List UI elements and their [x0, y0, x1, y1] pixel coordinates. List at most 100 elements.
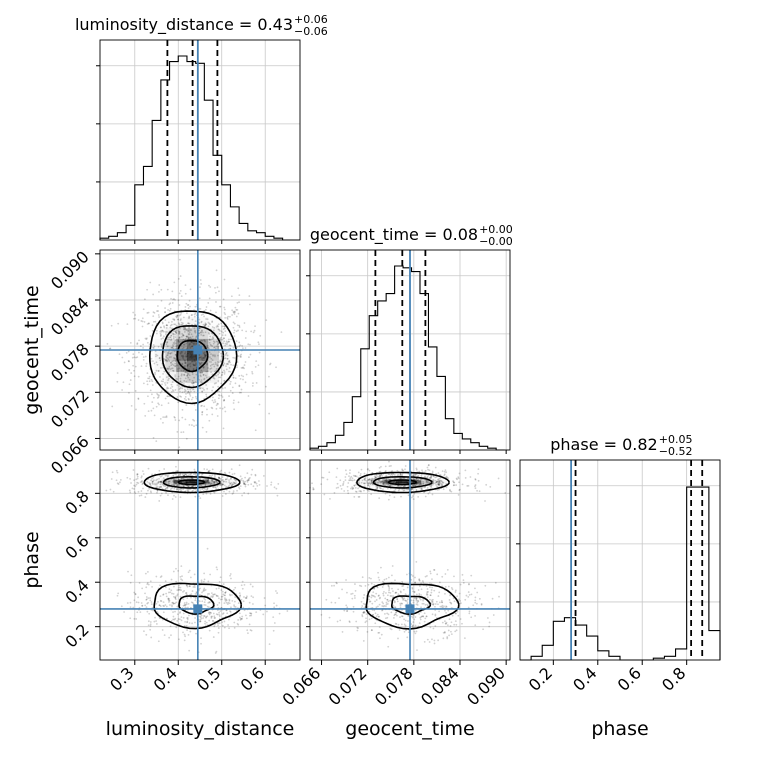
sample-point [221, 621, 224, 624]
sample-point [198, 361, 201, 364]
histogram-luminosity_distance [99, 55, 300, 241]
sample-point [120, 605, 123, 608]
sample-point [228, 340, 230, 343]
sample-point [145, 598, 148, 601]
sample-point [169, 336, 172, 339]
sample-point [206, 346, 209, 349]
sample-point [148, 377, 151, 380]
sample-point [200, 314, 203, 316]
sample-point [440, 606, 443, 608]
sample-point [174, 336, 177, 339]
sample-point [163, 351, 166, 353]
sample-point [254, 429, 257, 432]
sample-point [223, 311, 226, 314]
sample-point [134, 317, 137, 320]
sample-point [476, 591, 479, 594]
sample-point [233, 482, 236, 485]
sample-point [182, 343, 185, 346]
sample-point [136, 473, 139, 475]
sample-point [172, 602, 175, 605]
sample-point [171, 327, 173, 330]
sample-point [242, 375, 245, 378]
sample-point [476, 489, 478, 492]
sample-point [144, 337, 147, 340]
sample-point [461, 483, 464, 486]
sample-point [444, 586, 447, 588]
sample-point [149, 597, 151, 599]
data-marks [99, 40, 721, 661]
sample-point [403, 489, 406, 491]
sample-point [184, 388, 186, 391]
sample-point [174, 330, 177, 333]
sample-point [172, 345, 175, 348]
sample-point [254, 365, 257, 368]
sample-point [385, 605, 387, 608]
sample-point [170, 364, 173, 367]
sample-point [249, 583, 252, 586]
sample-point [171, 320, 173, 323]
sample-point [160, 330, 163, 333]
sample-point [165, 355, 168, 358]
sample-point [433, 639, 436, 642]
sample-point [221, 338, 224, 341]
sample-point [416, 649, 418, 652]
sample-point [172, 618, 175, 621]
sample-point [184, 327, 186, 330]
sample-point [410, 573, 413, 576]
sample-point [337, 486, 340, 489]
sample-point [134, 492, 137, 495]
sample-point [111, 405, 114, 408]
sample-point [181, 382, 183, 384]
sample-point [129, 617, 132, 620]
sample-point [179, 496, 182, 499]
sample-point [151, 401, 154, 403]
sample-point [151, 473, 153, 476]
sample-point [191, 318, 194, 321]
sample-point [234, 596, 237, 598]
sample-point [202, 334, 204, 337]
sample-point [185, 335, 188, 338]
sample-point [442, 637, 445, 640]
sample-point [436, 573, 439, 576]
sample-point [190, 382, 193, 384]
sample-point [200, 339, 203, 342]
sample-point [217, 371, 220, 373]
sample-point [172, 335, 175, 338]
sample-point [351, 477, 354, 480]
sample-point [165, 416, 168, 419]
sample-point [186, 620, 189, 623]
sample-point [178, 331, 181, 334]
sample-point [145, 337, 148, 340]
sample-point [223, 602, 226, 605]
sample-point [236, 324, 239, 327]
sample-point [176, 368, 179, 370]
sample-point [204, 598, 207, 601]
sample-point [178, 292, 181, 295]
sample-point [450, 490, 453, 493]
sample-point [355, 483, 357, 486]
sample-point [338, 597, 340, 600]
sample-point [141, 604, 144, 607]
sample-point [168, 336, 171, 339]
sample-point [167, 379, 170, 382]
sample-point [178, 385, 181, 388]
sample-point [223, 327, 226, 330]
sample-point [153, 620, 156, 623]
sample-point [241, 494, 243, 497]
sample-point [167, 402, 170, 405]
sample-point [177, 332, 180, 335]
sample-point [456, 610, 459, 613]
sample-point [164, 384, 167, 386]
sample-point [200, 637, 202, 640]
sample-point [134, 390, 137, 392]
sample-point [378, 626, 381, 628]
sample-point [216, 604, 219, 606]
sample-point [194, 331, 197, 334]
sample-point [240, 353, 243, 356]
sample-point [489, 486, 492, 488]
sample-point [178, 446, 181, 449]
sample-point [159, 335, 162, 337]
sample-point [109, 488, 112, 491]
sample-point [206, 605, 209, 608]
sample-point [126, 602, 129, 604]
